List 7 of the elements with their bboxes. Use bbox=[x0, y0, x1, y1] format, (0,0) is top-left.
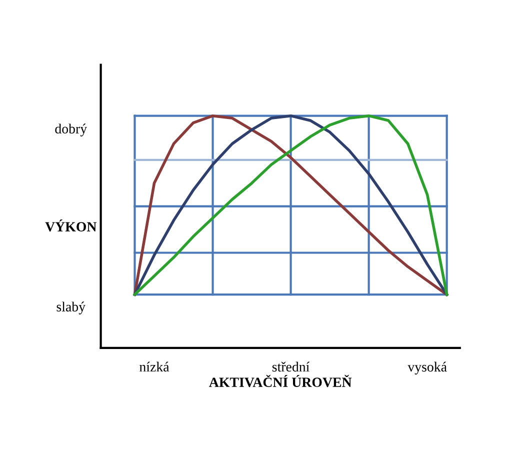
x-tick-label: vysoká bbox=[408, 362, 447, 374]
x-axis-title: AKTIVAČNÍ ÚROVEŇ bbox=[209, 374, 352, 388]
text: slabý bbox=[56, 302, 86, 314]
y-axis-title: VÝKON bbox=[45, 219, 97, 232]
x-tick-label: střední bbox=[272, 362, 310, 372]
x-tick-label: nízká bbox=[140, 362, 170, 372]
text: dobrý bbox=[55, 124, 88, 136]
